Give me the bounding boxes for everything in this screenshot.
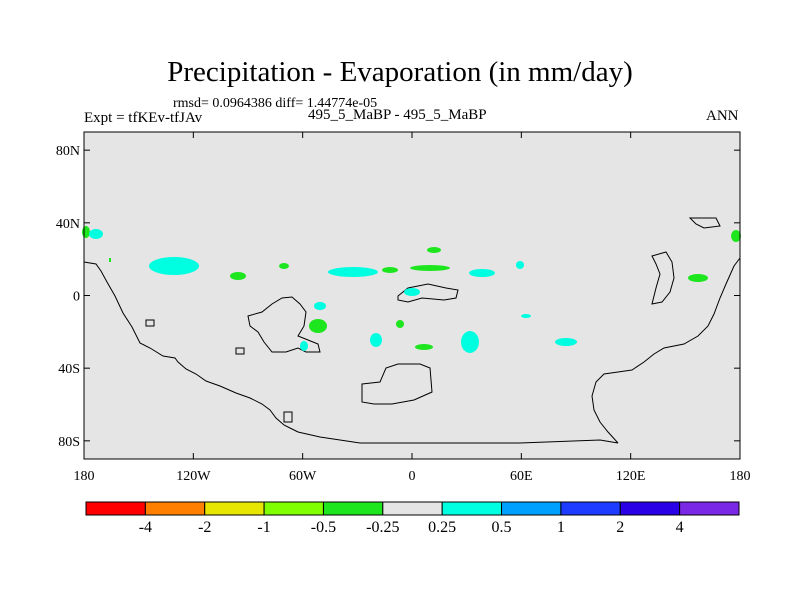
colorbar-swatch [501, 501, 562, 516]
colorbar-label: -4 [139, 519, 152, 536]
coastline-southern-island [361, 363, 433, 405]
green-patch [415, 344, 433, 350]
colorbar-swatch [441, 501, 503, 516]
green-patch [279, 263, 289, 269]
colorbar-swatch [85, 501, 146, 516]
cyan-patch [555, 338, 577, 346]
colorbar-label: -2 [198, 519, 211, 536]
stats-label: rmsd= 0.0964386 diff= 1.44774e-05 [173, 96, 378, 111]
cyan-patch [370, 333, 382, 347]
season-label: ANN [706, 108, 739, 124]
cyan-patch [461, 331, 479, 353]
lon-tick-label: 120E [616, 469, 646, 484]
lon-tick-label: 60E [510, 469, 533, 484]
colorbar-swatch [204, 501, 265, 516]
coastline-northeast [651, 217, 721, 305]
coastline-west [83, 261, 619, 444]
colorbar-swatch [322, 501, 384, 516]
green-patch [82, 226, 90, 238]
coastline-islet [235, 347, 245, 355]
colorbar-swatch [263, 501, 324, 516]
colorbar-label: 2 [616, 519, 624, 536]
cyan-patch [89, 229, 103, 239]
green-patch [731, 230, 741, 242]
lat-tick-label: 80N [56, 144, 80, 159]
cyan-patch [314, 302, 326, 310]
colorbar-swatch [679, 501, 740, 516]
cyan-patch [521, 314, 531, 318]
cyan-patch [469, 269, 495, 277]
map-features [82, 217, 741, 444]
lat-tick-label: 80S [58, 435, 80, 450]
coastline-islet [283, 411, 293, 423]
cyan-patch [149, 257, 199, 275]
coastline-central-island [397, 283, 459, 303]
green-patch [410, 265, 450, 271]
colorbar-swatch [144, 501, 206, 516]
green-patch [688, 274, 708, 282]
colorbar-label: 4 [676, 519, 684, 536]
green-patch [382, 267, 398, 273]
green-patch [109, 258, 111, 262]
period-label: 495_5_MaBP - 495_5_MaBP [308, 107, 487, 123]
green-patch [309, 319, 327, 333]
cyan-patch [328, 267, 378, 277]
colorbar-label: 1 [557, 519, 565, 536]
experiment-label: Expt = tfKEv-tfJAv [84, 110, 203, 126]
lon-tick-label: 60W [289, 469, 317, 484]
green-patch [230, 272, 246, 280]
colorbar-label: -0.5 [311, 519, 336, 536]
cyan-patch [516, 261, 524, 269]
cyan-patch [300, 341, 308, 351]
plot-title: Precipitation - Evaporation (in mm/day) [167, 56, 633, 88]
colorbar-label: -0.25 [366, 519, 399, 536]
colorbar-label: 0.5 [492, 519, 512, 536]
colorbar-swatch [619, 501, 681, 516]
lon-tick-label: 180 [730, 469, 751, 484]
colorbar-label: -1 [257, 519, 270, 536]
green-patch [427, 247, 441, 253]
colorbar-label: 0.25 [428, 519, 456, 536]
coastline-islet [145, 319, 155, 327]
coastline-east [591, 257, 741, 444]
cyan-patch [404, 288, 420, 296]
colorbar-swatch [382, 501, 443, 516]
green-patch [396, 320, 404, 328]
lat-tick-label: 40S [58, 362, 80, 377]
lon-tick-label: 0 [409, 469, 416, 484]
coastline-continent-box [247, 296, 321, 353]
lon-tick-label: 180 [74, 469, 95, 484]
lon-tick-label: 120W [176, 469, 211, 484]
colorbar-swatch [560, 501, 621, 516]
lat-tick-label: 40N [56, 217, 80, 232]
lat-tick-label: 0 [73, 290, 80, 305]
